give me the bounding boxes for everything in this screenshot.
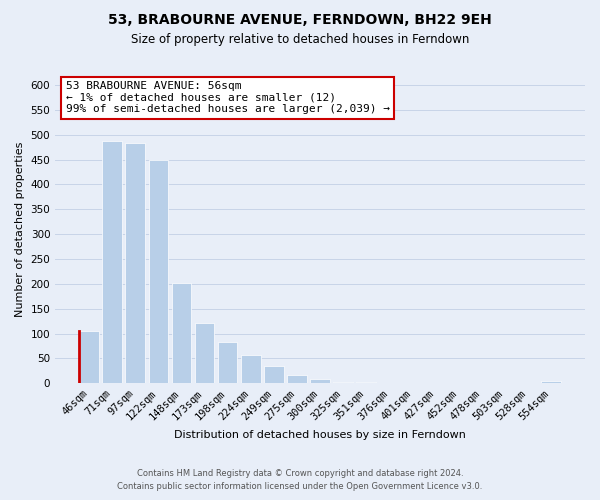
Bar [310,379,330,383]
Bar [103,141,122,383]
Bar [334,382,353,383]
Y-axis label: Number of detached properties: Number of detached properties [15,142,25,317]
Bar [125,143,145,383]
Bar [241,355,260,383]
Bar [195,322,214,383]
Bar [172,284,191,383]
Bar [264,366,284,383]
Bar [149,160,168,383]
X-axis label: Distribution of detached houses by size in Ferndown: Distribution of detached houses by size … [174,430,466,440]
Bar [218,342,238,383]
Text: Contains public sector information licensed under the Open Government Licence v3: Contains public sector information licen… [118,482,482,491]
Text: Contains HM Land Registry data © Crown copyright and database right 2024.: Contains HM Land Registry data © Crown c… [137,468,463,477]
Text: 53 BRABOURNE AVENUE: 56sqm
← 1% of detached houses are smaller (12)
99% of semi-: 53 BRABOURNE AVENUE: 56sqm ← 1% of detac… [66,81,390,114]
Text: 53, BRABOURNE AVENUE, FERNDOWN, BH22 9EH: 53, BRABOURNE AVENUE, FERNDOWN, BH22 9EH [108,12,492,26]
Bar [79,330,99,383]
Bar [287,376,307,383]
Bar [541,380,561,383]
Bar [356,382,376,383]
Text: Size of property relative to detached houses in Ferndown: Size of property relative to detached ho… [131,32,469,46]
